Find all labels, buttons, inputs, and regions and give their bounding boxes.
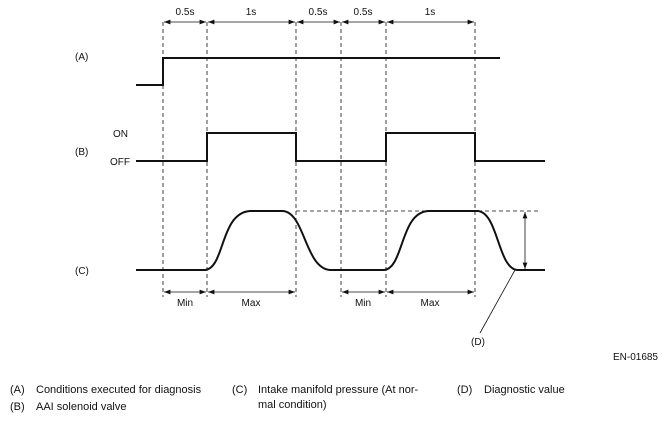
interval-label: Max xyxy=(421,298,440,309)
off-label: OFF xyxy=(110,157,130,168)
interval-label: 0.5s xyxy=(354,7,373,18)
guides xyxy=(162,22,540,297)
signal-c xyxy=(136,210,545,271)
legend-key: (C) xyxy=(232,384,247,396)
callout-label: (D) xyxy=(471,337,485,348)
interval-label: 0.5s xyxy=(176,7,195,18)
interval-label: Min xyxy=(177,298,193,309)
legend-key: (B) xyxy=(10,401,25,413)
callout-line xyxy=(479,269,516,334)
legend-text: mal condition) xyxy=(258,399,326,411)
interval-label: 1s xyxy=(246,7,257,18)
legend-text: AAI solenoid valve xyxy=(36,401,127,413)
legend-text: Intake manifold pressure (At nor- xyxy=(258,384,419,396)
interval-label: Min xyxy=(355,298,371,309)
interval-label: 1s xyxy=(425,7,436,18)
signal-a xyxy=(136,57,500,86)
signal-label: (A) xyxy=(75,52,88,63)
signal-label: (B) xyxy=(75,147,88,158)
figure-id: EN-01685 xyxy=(613,352,658,363)
legend-key: (A) xyxy=(10,384,25,396)
signal-b xyxy=(136,132,545,162)
on-label: ON xyxy=(113,129,128,140)
legend-text: Diagnostic value xyxy=(484,384,565,396)
interval-label: 0.5s xyxy=(309,7,328,18)
legend-key: (D) xyxy=(457,384,472,396)
signal-label: (C) xyxy=(75,266,89,277)
legend-text: Conditions executed for diagnosis xyxy=(36,384,202,396)
interval-label: Max xyxy=(242,298,261,309)
